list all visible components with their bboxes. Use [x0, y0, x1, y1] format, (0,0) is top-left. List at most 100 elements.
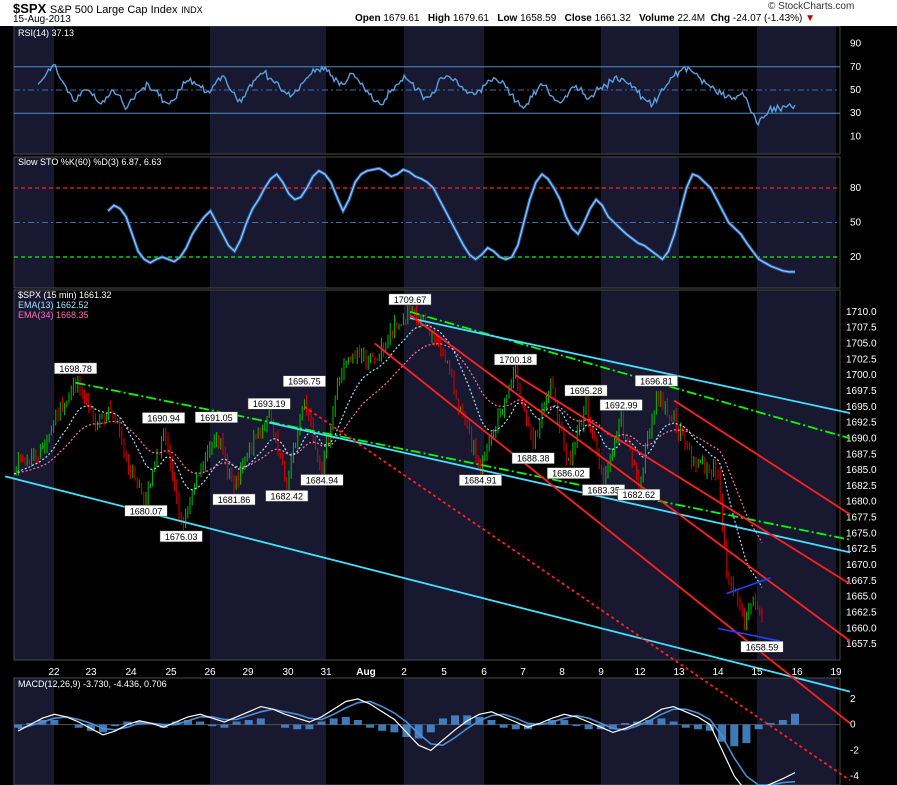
- macd-bar: [341, 716, 350, 725]
- price-annotation: 1684.94: [306, 475, 339, 485]
- price-annotation-box: [617, 488, 661, 501]
- price-tick-label: 1682.5: [846, 481, 877, 492]
- price-tick-label: 1687.5: [846, 449, 877, 460]
- price-tick-label: 1680.0: [846, 497, 877, 508]
- price-annotation: 1680.07: [130, 506, 163, 516]
- open-value: 1679.61: [383, 13, 420, 24]
- high-value: 1679.61: [452, 13, 489, 24]
- rsi-tick-label: 50: [850, 85, 862, 96]
- macd-bar: [718, 724, 727, 742]
- macd-bar: [402, 724, 411, 737]
- weekend-band: [601, 678, 679, 785]
- price-annotation: 1682.42: [271, 491, 304, 501]
- price-annotation-box: [159, 530, 203, 543]
- price-annotation-box: [194, 411, 238, 424]
- price-tick-label: 1695.0: [846, 402, 877, 413]
- x-tick-label: 12: [634, 667, 646, 678]
- price-tick-label: 1697.5: [846, 386, 877, 397]
- price-annotation: 1692.99: [605, 401, 638, 411]
- x-tick-label: 23: [85, 667, 97, 678]
- macd-bar: [669, 721, 678, 725]
- macd-bar: [645, 719, 654, 725]
- price-annotation-box: [740, 641, 784, 653]
- macd-bar: [742, 724, 751, 744]
- macd-bar: [463, 715, 472, 725]
- trendline-blue: [717, 627, 780, 642]
- macd-bar: [317, 721, 326, 725]
- macd-bar: [159, 724, 168, 728]
- macd-bar: [438, 718, 447, 725]
- price-tick-label: 1692.5: [846, 418, 877, 429]
- price-annotation: 1658.59: [746, 642, 779, 652]
- macd-bar: [366, 724, 375, 728]
- exchange: INDX: [181, 5, 203, 15]
- ema34-legend: EMA(34) 1668.35: [18, 310, 89, 320]
- price-annotation: 1688.38: [517, 454, 550, 464]
- macd-bar: [511, 724, 520, 730]
- macd-bar: [50, 719, 59, 725]
- price-tick-label: 1675.0: [846, 528, 877, 539]
- x-tick-label: 15: [751, 667, 763, 678]
- rsi-panel: 10 30 50 70 90 RSI(14) 37.13: [14, 28, 862, 142]
- symbol: $SPX: [13, 1, 47, 16]
- macd-bar: [706, 724, 715, 731]
- trendline-green: [75, 381, 851, 541]
- price-annotation-box: [282, 375, 326, 387]
- close-value: 1661.32: [594, 13, 631, 24]
- price-tick-label: 1710.0: [846, 307, 877, 318]
- trendline-green: [409, 310, 851, 440]
- price-annotation-box: [247, 397, 291, 410]
- macd-bar: [791, 713, 799, 725]
- weekend-band: [757, 290, 836, 660]
- sto-tick-label: 50: [850, 218, 862, 229]
- price-tick-label: 1665.0: [846, 592, 877, 603]
- price-tick-label: 1662.5: [846, 608, 877, 619]
- trendline-cyan: [409, 317, 851, 414]
- x-tick-label: 30: [282, 667, 294, 678]
- ohlc-readout: Open 1679.61 High 1679.61 Low 1658.59 Cl…: [355, 13, 816, 24]
- price-annotation-box: [458, 474, 502, 486]
- trendline-blue: [726, 576, 772, 595]
- macd-bar: [281, 724, 290, 728]
- sto-k-line: [107, 167, 795, 273]
- macd-bar: [123, 721, 132, 725]
- price-annotation: 1684.91: [464, 476, 497, 486]
- x-tick-label: 26: [204, 667, 216, 678]
- price-annotation-box: [546, 467, 590, 479]
- macd-bar: [487, 719, 496, 725]
- price-annotation: 1693.19: [253, 399, 286, 409]
- macd-bar: [14, 724, 22, 728]
- macd-bar: [621, 723, 630, 725]
- price-tick-label: 1702.5: [846, 354, 877, 365]
- macd-bar: [608, 724, 617, 730]
- macd-bar: [730, 724, 739, 747]
- price-annotation: 1696.81: [640, 376, 673, 386]
- x-tick-label: 19: [830, 667, 842, 678]
- weekend-band: [757, 157, 836, 288]
- macd-bar: [183, 719, 192, 725]
- macd-bar: [390, 724, 399, 733]
- price-annotation: 1700.18: [499, 355, 532, 365]
- macd-bar: [754, 724, 763, 730]
- price-annotation-box: [142, 412, 186, 424]
- price-annotation-box: [564, 384, 608, 397]
- price-annotation: 1683.35: [587, 486, 620, 496]
- rsi-tick-label: 10: [850, 131, 862, 142]
- macd-bar: [111, 724, 120, 727]
- down-arrow-icon: ▼: [805, 13, 816, 24]
- chart-date: 15-Aug-2013: [13, 14, 71, 25]
- macd-tick-label: -2: [850, 745, 859, 756]
- price-annotation: 1695.28: [570, 386, 603, 396]
- price-tick-label: 1667.5: [846, 576, 877, 587]
- price-annotation-box: [599, 399, 643, 411]
- sto-tick-label: 80: [850, 183, 862, 194]
- price-tick-label: 1660.0: [846, 623, 877, 634]
- macd-bar: [305, 724, 314, 730]
- macd-bar: [766, 723, 775, 725]
- macd-bar: [572, 724, 581, 727]
- macd-panel: 2 0 -2 -4 MACD(12,26,9) -3.730, -4.436, 0.70…: [14, 679, 859, 785]
- low-value: 1658.59: [520, 13, 557, 24]
- macd-bar: [171, 721, 180, 725]
- sto-legend: Slow STO %K(60) %D(3) 6.87, 6.63: [18, 157, 161, 167]
- x-tick-label: 29: [242, 667, 254, 678]
